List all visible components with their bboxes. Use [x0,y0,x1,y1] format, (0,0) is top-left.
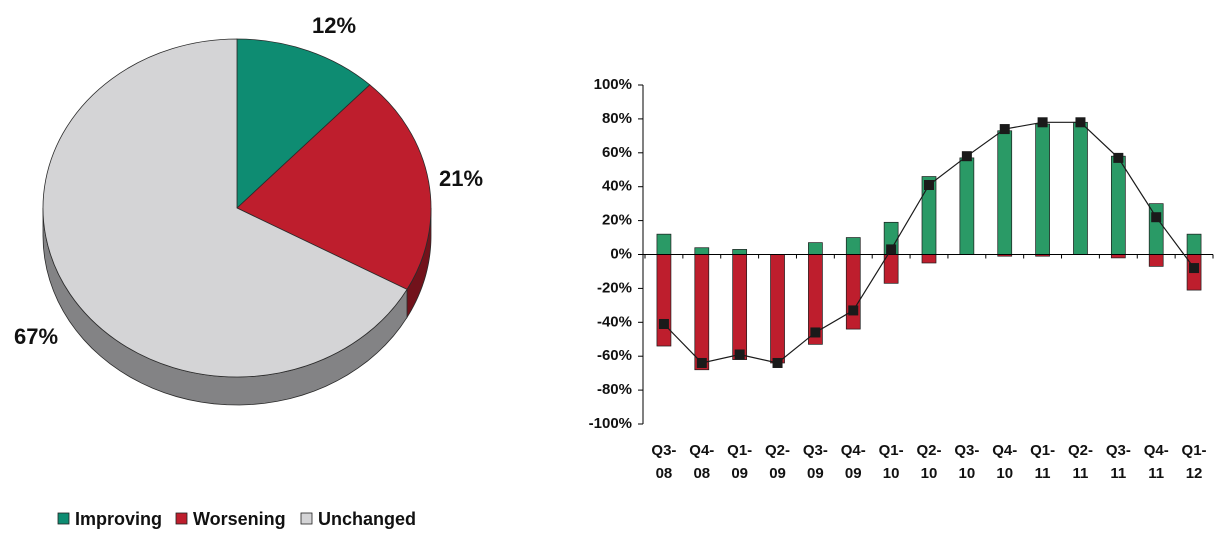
x-tick-label-line1: Q1- [727,442,752,459]
legend-label-worsening: Worsening [193,509,286,529]
net-balance-marker-q2-11 [1075,117,1086,128]
x-tick-label-line1: Q4- [1144,442,1169,459]
x-tick-label-line2: 11 [1110,465,1126,482]
x-tick-label-line1: Q2- [765,442,790,459]
bar-improving-q4-08 [694,247,710,255]
net-balance-marker-q2-10 [924,180,934,191]
bar-improving-q1-11 [1035,123,1050,255]
bar-improving-q4-11 [1148,203,1164,255]
y-tick-label: 60% [602,144,632,161]
net-balance-marker-q4-08 [696,357,707,368]
bar-worsening-q4-09 [845,254,861,330]
net-balance-marker-q4-11 [1151,212,1162,223]
x-tick-label-line1: Q1- [879,442,904,459]
x-tick-label-line2: 09 [731,465,748,482]
x-tick-label-line1: Q4- [992,442,1017,459]
y-tick-label: 20% [602,212,632,229]
x-tick-label-line2: 11 [1148,465,1164,482]
x-tick-label-line2: 09 [845,465,862,482]
bar-improving-q3-10 [959,157,975,255]
legend-swatch-worsening [175,512,188,525]
bar-improving-q4-10 [997,130,1013,255]
bar-improving-q4-09 [845,237,861,255]
net-balance-marker-q1-12 [1189,263,1200,274]
bar-improving-q2-11 [1073,121,1088,255]
y-tick-label: 0% [610,245,632,262]
net-balance-marker-q2-09 [772,357,783,368]
x-tick-label-line2: 10 [883,465,900,482]
x-tick-label-line1: Q3- [651,442,676,459]
x-tick-label-line2: 08 [693,465,710,482]
x-tick-label-line2: 12 [1186,465,1203,482]
pie-chart: 12% 21% 67% [14,13,483,406]
net-balance-marker-q1-09 [734,349,745,360]
bar-worsening-q2-09 [770,254,785,364]
pie-slice-improving [236,38,371,209]
x-tick-label-line1: Q4- [841,442,866,459]
x-tick-label-line2: 08 [656,465,673,482]
y-tick-label: 100% [594,76,632,93]
pie-value-label-improving: 12% [312,13,356,38]
pie-value-label-worsening: 21% [439,166,483,191]
x-tick-label-line2: 10 [959,465,976,482]
bar-improving-q3-11 [1110,155,1126,255]
bar-worsening-q3-08 [656,254,672,347]
bar-improving-q3-08 [656,233,672,255]
net-balance-marker-q3-09 [810,327,821,338]
x-tick-label-line1: Q3- [1106,442,1131,459]
bar-worsening-q1-09 [732,254,748,360]
y-tick-label: -100% [589,415,632,432]
net-balance-marker-q1-11 [1037,117,1048,128]
bar-improving-q1-12 [1186,233,1202,255]
bar-line-chart: 100% 80% 60% 40% 20% 0% -20% -40% -60% -80% -100% Q… [589,76,1214,482]
x-tick-label-line2: 10 [996,465,1013,482]
x-tick-label-line2: 10 [921,465,938,482]
net-balance-marker-q4-09 [848,305,859,316]
bar-improving-q1-09 [732,249,748,255]
net-balance-marker-q1-10 [886,244,897,255]
net-balance-marker-q3-11 [1113,152,1124,163]
x-tick-label-line1: Q4- [689,442,714,459]
x-tick-label-line2: 09 [769,465,786,482]
bar-worsening-q4-08 [694,254,710,371]
x-tick-label-line1: Q3- [954,442,979,459]
pie-legend: Improving Worsening Unchanged [57,509,416,529]
x-tick-label-line1: Q1- [1182,442,1207,459]
x-tick-label-line2: 09 [807,465,824,482]
pie-value-label-unchanged: 67% [14,324,58,349]
pie-slice-worsening [236,84,432,290]
legend-label-improving: Improving [75,509,162,529]
bar-worsening-q3-11 [1110,254,1126,259]
x-tick-label-line1: Q2- [1068,442,1093,459]
pie-slice-unchanged [42,38,408,378]
y-tick-label: -40% [597,313,632,330]
bar-worsening-q4-11 [1148,254,1164,267]
legend-swatch-unchanged [300,512,313,525]
legend-label-unchanged: Unchanged [318,509,416,529]
y-tick-label: 80% [602,110,632,127]
x-tick-label-line1: Q2- [916,442,941,459]
x-tick-label-line1: Q3- [803,442,828,459]
bar-worsening-q1-10 [883,254,899,284]
x-tick-label-line1: Q1- [1030,442,1055,459]
net-balance-marker-q3-08 [658,318,669,329]
y-tick-label: -80% [597,381,632,398]
net-balance-marker-q4-10 [999,124,1010,135]
x-tick-label-line2: 11 [1035,465,1051,482]
bar-improving-q3-09 [808,242,823,255]
legend-swatch-improving [57,512,70,525]
x-tick-label-line2: 11 [1073,465,1089,482]
y-tick-label: -20% [597,279,632,296]
net-balance-marker-q3-10 [961,151,972,162]
bar-worsening-q2-10 [921,254,937,264]
y-tick-label: 40% [602,178,632,195]
y-tick-label: -60% [597,347,632,364]
